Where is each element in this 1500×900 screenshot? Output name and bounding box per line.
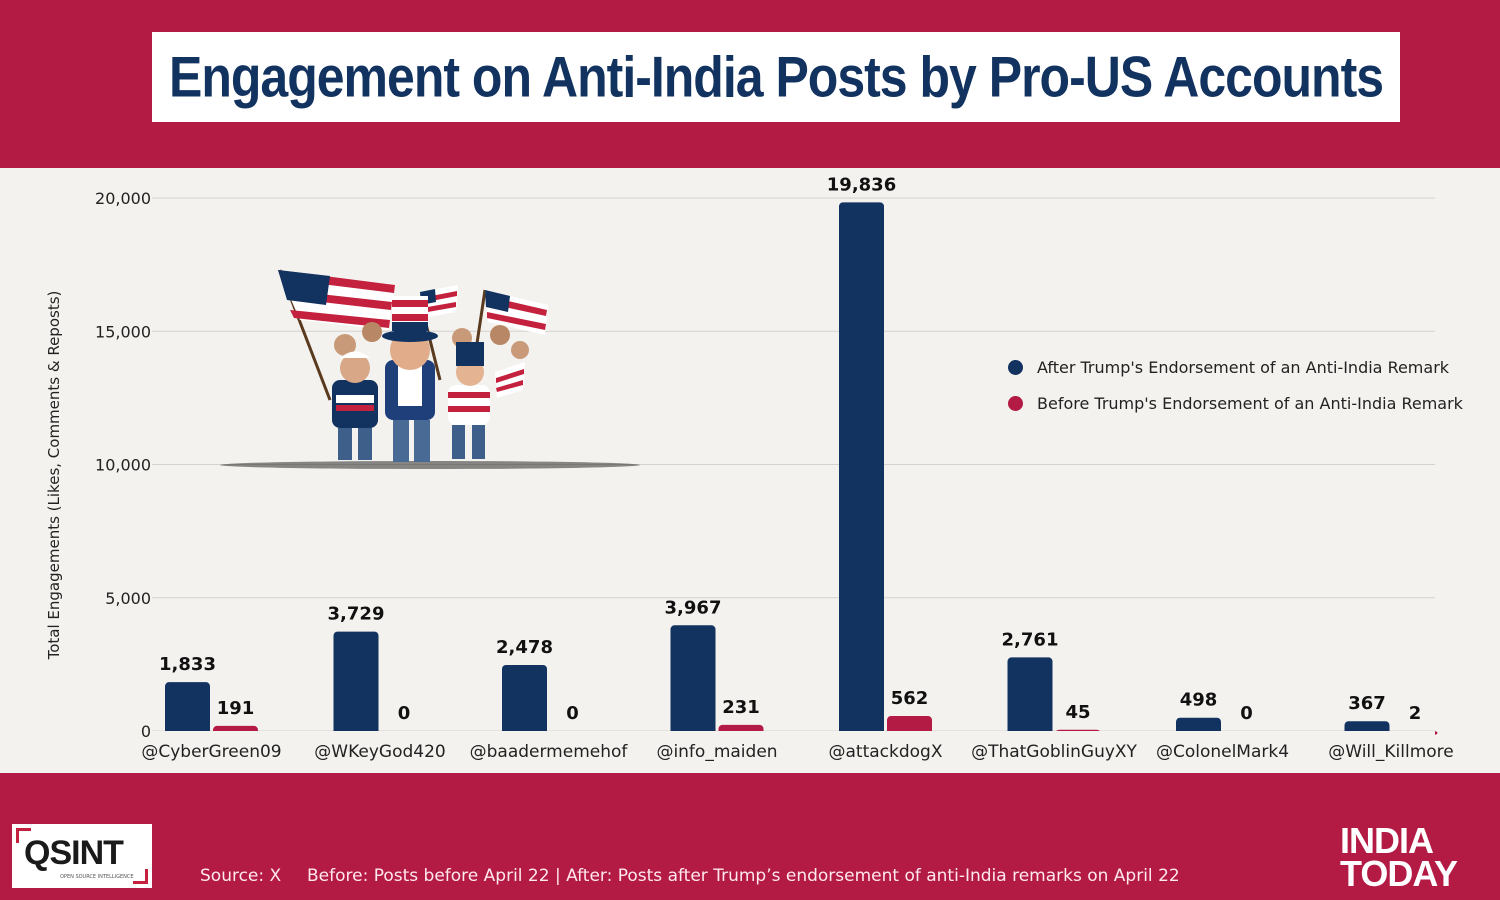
data-label: 231 [722,697,760,718]
data-label: 367 [1348,693,1386,714]
osint-logo-text: QSINT [24,834,124,872]
legend-swatch-before [1008,395,1023,411]
y-tick-label: 15,000 [95,322,151,341]
baseline [152,731,1435,736]
x-tick-label: @info_maiden [656,742,777,762]
title-banner: Engagement on Anti-India Posts by Pro-US… [152,32,1400,122]
x-tick-label: @Will_Killmore [1328,742,1453,762]
x-tick-label: @attackdogX [829,742,943,762]
chart-panel [0,168,1500,773]
bar-before [887,716,932,735]
x-tick-label: @CyberGreen09 [141,742,281,762]
data-label: 2,761 [1002,629,1059,650]
y-tick-label: 5,000 [105,589,151,608]
india-today-logo: INDIA TODAY [1340,820,1490,894]
flag-icon [495,362,525,398]
legend-item-after: After Trump's Endorsement of an Anti-Ind… [1008,349,1463,385]
x-tick-label: @ColonelMark4 [1156,742,1289,762]
bar-after [839,202,884,735]
flag-icon [278,269,395,401]
legend-label-after: After Trump's Endorsement of an Anti-Ind… [1037,357,1450,377]
data-label: 1,833 [159,654,216,675]
bar-after [670,625,716,735]
page-title: Engagement on Anti-India Posts by Pro-US… [168,44,1384,110]
bar-after [502,664,547,735]
legend-swatch-after [1008,359,1023,375]
data-label: 0 [398,703,411,724]
data-label: 0 [566,703,579,724]
data-label: 3,729 [328,604,385,625]
bar-after [333,631,379,735]
legend-item-before: Before Trump's Endorsement of an Anti-In… [1008,385,1463,421]
brand-line-2: TODAY [1340,853,1458,894]
y-tick-label: 10,000 [95,456,151,475]
data-label: 191 [217,698,255,719]
y-tick-label: 20,000 [95,189,151,208]
data-label: 3,967 [665,597,722,618]
data-label: 562 [891,688,929,709]
patriot-crowd-illustration [220,269,640,469]
logo-corner-icon [133,869,148,884]
data-label: 2,478 [496,637,553,658]
osint-logo-subtext: OPEN SOURCE INTELLIGENCE [60,874,134,880]
data-label: 498 [1180,690,1218,711]
source-text: Source: X [200,866,282,886]
legend: After Trump's Endorsement of an Anti-Ind… [1008,349,1463,421]
legend-label-before: Before Trump's Endorsement of an Anti-In… [1037,393,1463,413]
logo-corner-icon [16,828,31,843]
osint-logo: QSINT OPEN SOURCE INTELLIGENCE [12,824,152,888]
data-label: 19,836 [827,174,896,195]
bar-after [165,682,210,735]
data-label: 45 [1065,702,1090,723]
y-axis: 0 5,000 10,000 15,000 20,000 [95,189,151,741]
y-tick-label: 0 [141,722,151,741]
x-tick-label: @WKeyGod420 [314,742,445,762]
x-tick-label: @baadermemehof [470,742,629,762]
brand-line-1: INDIA [1340,820,1434,861]
footnote-text: Before: Posts before April 22 | After: P… [307,866,1180,886]
data-label: 0 [1240,703,1253,724]
y-axis-label: Total Engagements (Likes, Comments & Rep… [45,291,63,661]
data-label: 2 [1409,703,1422,724]
x-axis: @CyberGreen09 @WKeyGod420 @baadermemehof @i… [141,742,1453,762]
bar-after [1007,657,1053,735]
bar-after [1176,717,1221,735]
bars: 1,833 191 3,729 0 2,478 0 3,967 231 19,836 562 2,7… [152,174,1438,736]
x-tick-label: @ThatGoblinGuyXY [971,742,1137,762]
